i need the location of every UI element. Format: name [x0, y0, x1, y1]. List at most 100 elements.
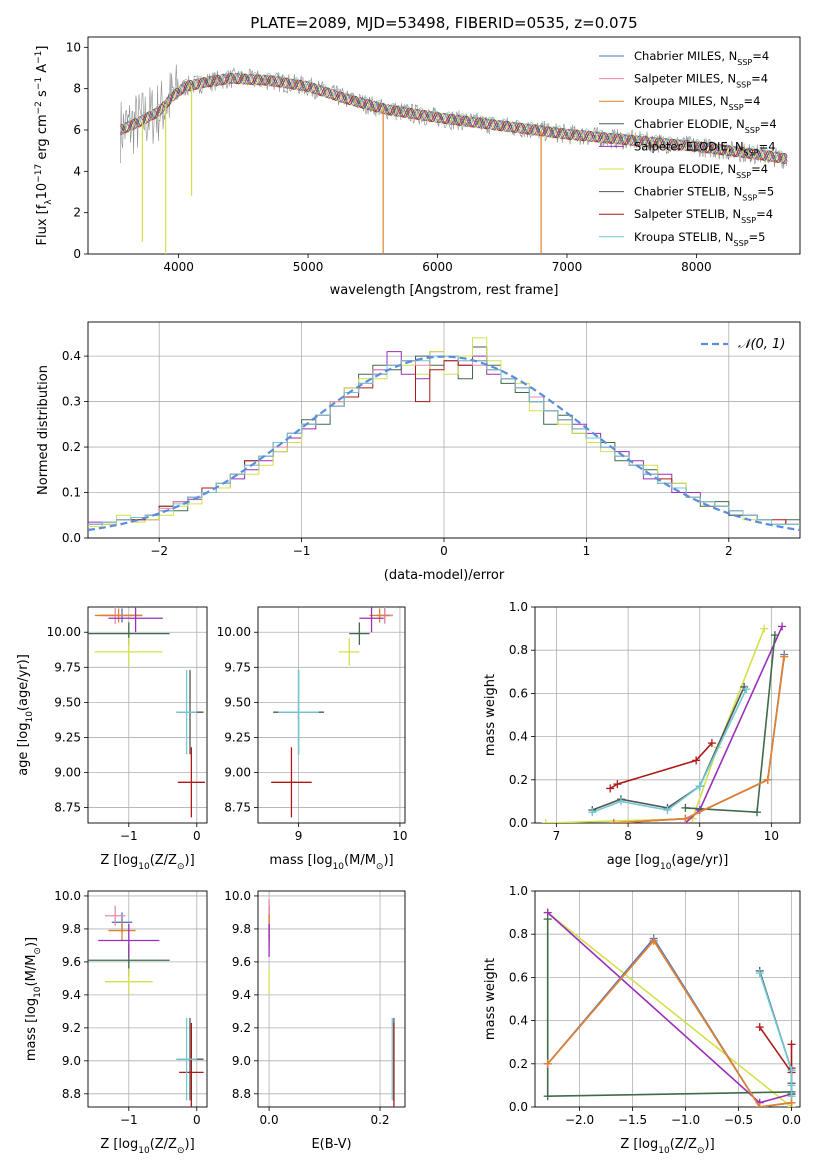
weight_vs_Z-marker-salpeter_stelib — [787, 1040, 796, 1049]
residuals-xtick-label: −2 — [150, 544, 168, 558]
weight_vs_Z-line-kroupa_miles — [547, 939, 792, 1107]
residuals-ylabel: Normed distribution — [36, 365, 51, 495]
weight_vs_Z-xtick-label: −2.0 — [565, 1113, 594, 1127]
spectrum-ytick-label: 10 — [66, 40, 81, 54]
weight_vs_Z-marker-kroupa_miles — [787, 1098, 796, 1107]
spectrum-model-salpeter_stelib — [120, 73, 788, 163]
age_vs_mass-point-chabrier_elodie — [349, 622, 370, 645]
age_vs_Z-ytick-label: 9.00 — [54, 766, 81, 780]
weight_vs_age-marker-chabrier_elodie — [770, 631, 779, 640]
spectrum-xtick-label: 7000 — [552, 260, 583, 274]
weight_vs_age-marker-kroupa_stelib — [616, 797, 625, 806]
spectrum-frame — [87, 36, 801, 255]
weight_vs_Z-plot-area — [543, 908, 796, 1107]
age_vs_mass-point-salpeter_stelib — [271, 747, 312, 818]
mass_vs_EBV-ytick-label: 9.6 — [232, 955, 251, 969]
spectrum-ytick-label: 2 — [73, 206, 81, 220]
mass_vs_EBV-xtick-label: 0.0 — [260, 1113, 279, 1127]
age_vs_mass-xtick-label: 9 — [295, 829, 303, 843]
legend-label-chabrier_miles: Chabrier MILES, NSSP=4 — [634, 49, 769, 67]
age_vs_mass-axes: 9 10 8.75 9.00 9.25 9.50 9.75 10.00 — [217, 606, 408, 843]
weight_vs_Z-xlabel: Z [log10(Z/Z⊙)] — [620, 1137, 714, 1156]
weight_vs_Z-line-kroupa_elodie — [547, 911, 792, 1107]
spectrum-ytick-label: 6 — [73, 123, 81, 137]
mass_vs_EBV-frame — [257, 890, 406, 1108]
mass_vs_Z-point-salpeter_miles — [105, 905, 126, 926]
weight_vs_Z-xtick-label: −0.5 — [724, 1113, 753, 1127]
mass_vs_Z-frame — [87, 890, 208, 1108]
spectrum-ylabel: Flux [fλ10−17 erg cm−2 s−1 A−1] — [34, 46, 54, 246]
weight_vs_age-xtick-label: 8 — [624, 829, 632, 843]
weight_vs_Z-ytick-label: 0.6 — [509, 970, 528, 984]
age_vs_Z-point-salpeter_elodie — [108, 607, 163, 633]
age_vs_Z-ylabel: age [log10(age/yr)] — [16, 654, 35, 776]
age_vs_Z-ytick-label: 9.25 — [54, 730, 81, 744]
weight_vs_age-marker-kroupa_elodie — [760, 624, 769, 633]
weight_vs_age-marker-salpeter_stelib — [606, 784, 615, 793]
residuals-xtick-label: −1 — [293, 544, 311, 558]
mass_vs_Z-point-kroupa_stelib — [176, 1017, 197, 1101]
age_vs_mass-point-salpeter_elodie — [359, 607, 384, 633]
mass_vs_Z-xtick-label: 0 — [193, 1113, 201, 1127]
mass_vs_Z-ytick-label: 9.4 — [62, 988, 81, 1002]
spectrum-xlabel: wavelength [Angstrom, rest frame] — [330, 283, 559, 298]
residuals-ytick-label: 0.0 — [62, 531, 81, 545]
spectrum-axes: 4000 5000 6000 7000 8000 0 2 4 6 8 10 — [66, 36, 801, 274]
weight_vs_age-line-kroupa_miles — [613, 656, 785, 823]
weight_vs_Z-axes: −2.0 −1.5 −1.0 −0.5 0.0 0.0 0.2 0.4 0.6 0.8 1.0 — [509, 884, 801, 1127]
age_vs_Z-xtick-label: −1 — [120, 829, 138, 843]
age_vs_Z-point-salpeter_stelib — [177, 747, 205, 818]
age_vs_mass-ytick-label: 9.50 — [224, 695, 251, 709]
spectrum-model-kroupa_elodie — [120, 72, 788, 164]
legend-label-salpeter_elodie: Salpeter ELODIE, NSSP=4 — [634, 139, 776, 157]
mass_vs_Z-xlabel: Z [log10(Z/Z⊙)] — [100, 1137, 194, 1156]
weight_vs_age-marker-kroupa_miles — [763, 775, 772, 784]
weight_vs_Z-marker-salpeter_stelib — [755, 1023, 764, 1032]
weight_vs_age-xtick-label: 7 — [553, 829, 561, 843]
weight_vs_age-marker-salpeter_stelib — [707, 739, 716, 748]
residuals-normal-curve — [88, 355, 800, 532]
weight_vs_Z-ytick-label: 0.4 — [509, 1014, 528, 1028]
weight_vs_age-xlabel: age [log10(age/yr)] — [607, 853, 729, 872]
spectrum-legend: Chabrier MILES, NSSP=4 Salpeter MILES, NS… — [599, 49, 777, 247]
age_vs_mass-frame — [257, 606, 406, 824]
age_vs_Z-xtick-label: 0 — [193, 829, 201, 843]
weight_vs_Z-frame — [534, 890, 801, 1108]
mass_vs_EBV-plot-area — [268, 899, 395, 1107]
spectrum-xtick-label: 8000 — [681, 260, 712, 274]
legend-label-kroupa_stelib: Kroupa STELIB, NSSP=5 — [634, 230, 765, 248]
weight_vs_age-marker-kroupa_stelib — [742, 685, 751, 694]
mass_vs_Z-point-salpeter_stelib — [179, 1022, 204, 1107]
age_vs_Z-frame — [87, 606, 208, 824]
weight_vs_age-xtick-label: 9 — [696, 829, 704, 843]
weight_vs_Z-xtick-label: −1.5 — [618, 1113, 647, 1127]
residuals-legend-label: 𝒩(0, 1) — [738, 337, 785, 352]
mass_vs_EBV-xlabel: E(B-V) — [311, 1137, 351, 1152]
weight_vs_age-ytick-label: 1.0 — [509, 600, 528, 614]
residuals-xtick-label: 2 — [725, 544, 733, 558]
spectrum-xtick-label: 4000 — [163, 260, 194, 274]
residuals-xlabel: (data-model)/error — [384, 568, 505, 583]
weight_vs_age-marker-kroupa_stelib — [663, 806, 672, 815]
weight_vs_age-marker-salpeter_stelib — [613, 780, 622, 789]
weight_vs_age-marker-kroupa_miles — [780, 652, 789, 661]
weight_vs_age-marker-chabrier_elodie — [681, 803, 690, 812]
weight_vs_age-axes: 7 8 9 10 0.0 0.2 0.4 0.6 0.8 1.0 — [509, 600, 801, 843]
weight_vs_Z-marker-kroupa_miles — [543, 1059, 552, 1068]
mass_vs_EBV-axes: 0.0 0.2 8.8 9.0 9.2 9.4 9.6 9.8 10.0 — [224, 889, 406, 1127]
legend-label-chabrier_stelib: Chabrier STELIB, NSSP=5 — [634, 185, 774, 203]
spectrum-xtick-label: 5000 — [293, 260, 324, 274]
residuals-legend: 𝒩(0, 1) — [701, 337, 785, 352]
weight_vs_Z-marker-kroupa_miles — [755, 1103, 764, 1107]
weight_vs_age-ytick-label: 0.2 — [509, 773, 528, 787]
mass_vs_Z-ytick-label: 10.0 — [54, 889, 81, 903]
mass_vs_Z-point-kroupa_elodie — [105, 968, 153, 995]
weight_vs_Z-marker-kroupa_miles — [649, 936, 658, 945]
weight_vs_age-ytick-label: 0.0 — [509, 816, 528, 830]
mass_vs_EBV-ytick-label: 9.0 — [232, 1054, 251, 1068]
weight_vs_age-line-salpeter_stelib — [609, 742, 713, 790]
weight_vs_Z-marker-kroupa_stelib — [787, 1066, 796, 1075]
spectrum-ytick-label: 4 — [73, 164, 81, 178]
weight_vs_age-frame — [534, 606, 801, 824]
